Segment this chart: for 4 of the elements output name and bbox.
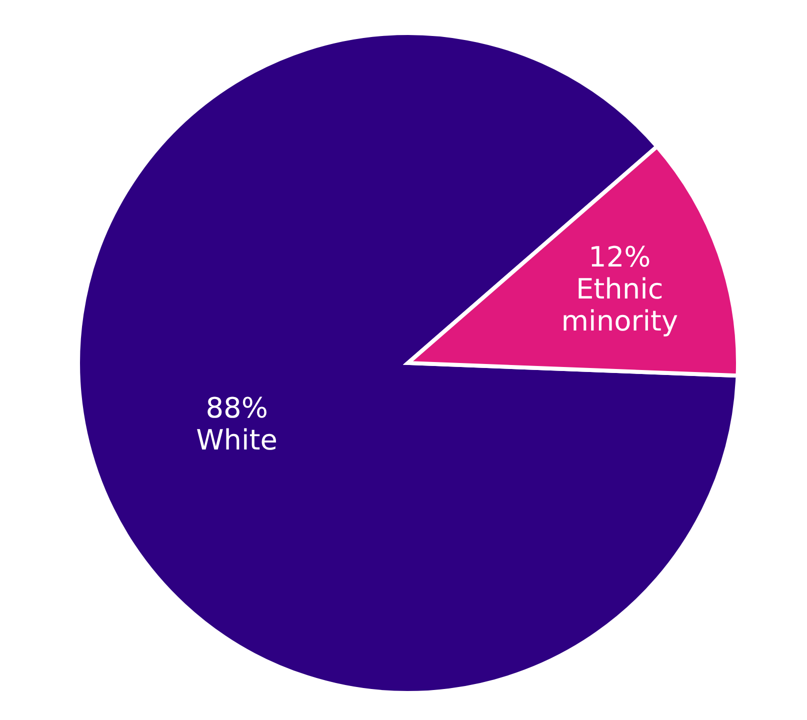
data-label: 12% xyxy=(588,240,651,273)
slice-label: White xyxy=(196,422,278,456)
data-label: 88% xyxy=(206,390,268,424)
slice-label: Ethnic minority xyxy=(561,272,678,337)
